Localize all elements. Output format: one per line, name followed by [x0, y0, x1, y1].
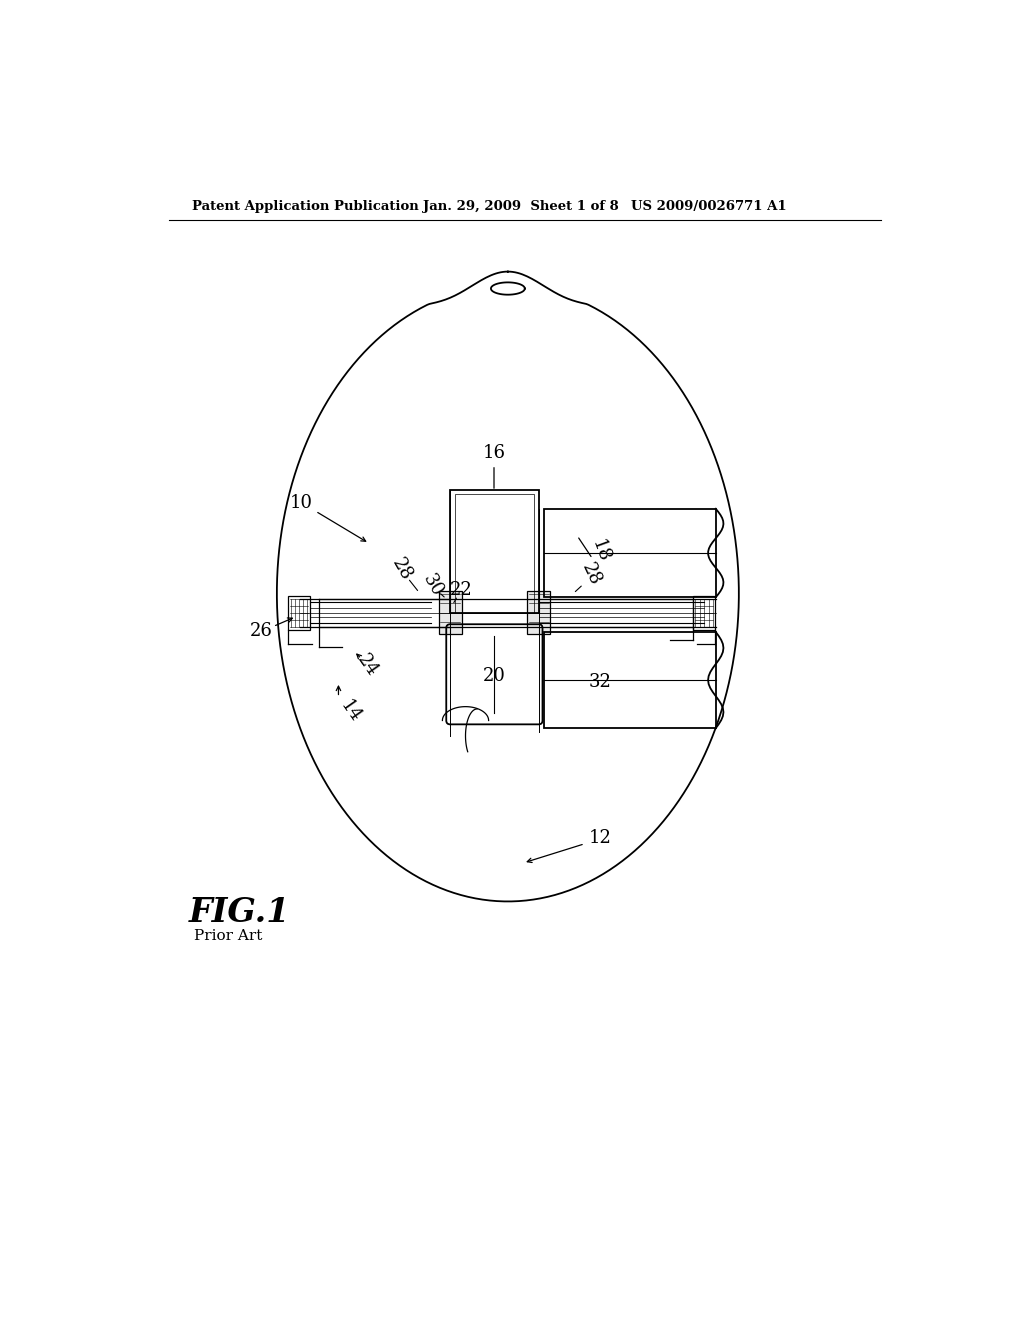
Text: 12: 12: [589, 829, 611, 846]
Text: 30: 30: [419, 570, 445, 599]
Bar: [693, 595, 715, 630]
Text: 28: 28: [388, 556, 415, 583]
Bar: [289, 595, 310, 630]
Bar: [438, 591, 462, 635]
Text: 32: 32: [589, 673, 611, 690]
Text: 20: 20: [482, 667, 506, 685]
Text: Patent Application Publication: Patent Application Publication: [193, 199, 419, 213]
Text: FIG.1: FIG.1: [188, 896, 290, 929]
Text: US 2009/0026771 A1: US 2009/0026771 A1: [631, 199, 786, 213]
Text: Jan. 29, 2009  Sheet 1 of 8: Jan. 29, 2009 Sheet 1 of 8: [423, 199, 618, 213]
Text: Prior Art: Prior Art: [194, 929, 262, 942]
Bar: [544, 508, 716, 597]
Text: 24: 24: [354, 651, 382, 680]
Bar: [455, 494, 535, 612]
Text: 26: 26: [250, 622, 273, 640]
Bar: [451, 490, 539, 612]
Bar: [544, 632, 716, 729]
Text: 28: 28: [578, 560, 604, 589]
Bar: [527, 591, 550, 635]
Text: 16: 16: [482, 444, 506, 462]
Text: 14: 14: [336, 697, 364, 726]
Text: 10: 10: [290, 494, 313, 512]
Text: 22: 22: [451, 581, 473, 598]
Text: 18: 18: [588, 537, 612, 565]
